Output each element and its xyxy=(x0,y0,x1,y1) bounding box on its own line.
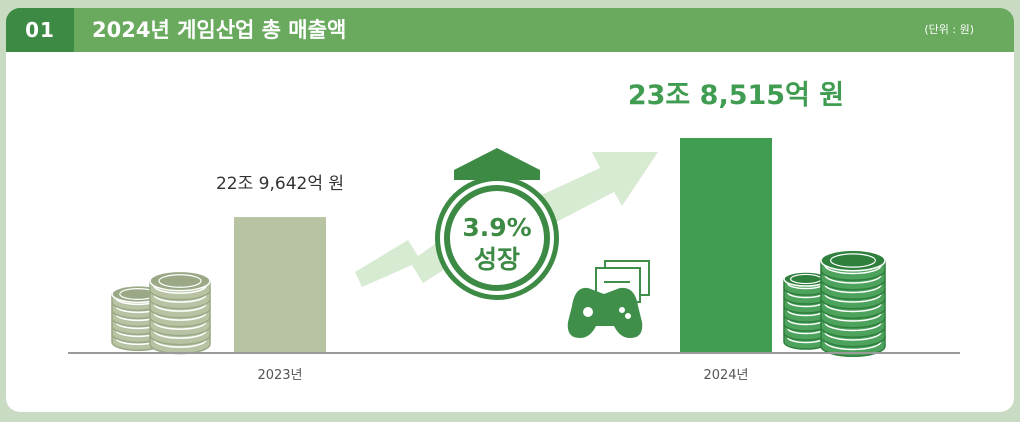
bar-2024년 xyxy=(680,138,772,352)
chart-title: 2024년 게임산업 총 매출액 xyxy=(92,18,347,42)
category-label: 2024년 xyxy=(703,368,748,383)
value-label: 23조 8,515억 원 xyxy=(628,80,844,111)
unit-label: (단위 : 원) xyxy=(924,23,974,36)
coin-stack-icon xyxy=(783,249,886,357)
growth-badge: 3.9% 성장 xyxy=(435,148,559,300)
gamepad-icon xyxy=(567,260,650,338)
coin-stack-icon xyxy=(111,270,211,355)
section-number: 01 xyxy=(6,8,74,52)
value-label: 22조 9,642억 원 xyxy=(216,174,344,194)
house-roof-icon xyxy=(454,148,540,180)
category-label: 2023년 xyxy=(257,368,302,383)
header-bar: 01 2024년 게임산업 총 매출액 (단위 : 원) xyxy=(6,8,1014,52)
growth-percent: 3.9% xyxy=(462,213,531,242)
bar-2023년 xyxy=(234,217,326,352)
growth-label: 성장 xyxy=(474,245,520,274)
